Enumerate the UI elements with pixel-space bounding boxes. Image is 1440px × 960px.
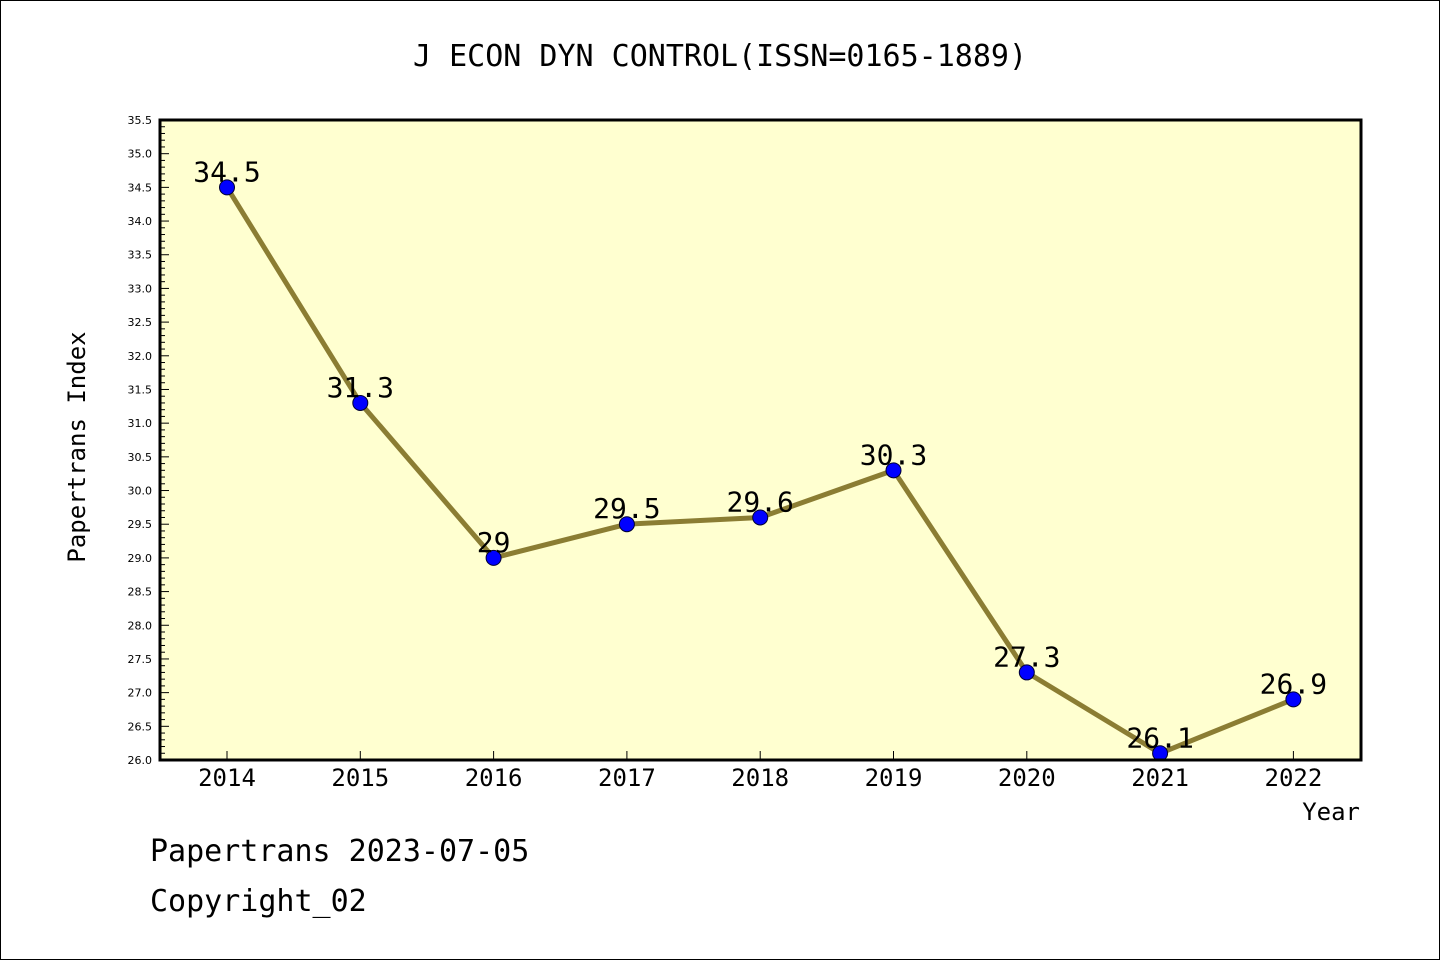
- data-label: 34.5: [193, 155, 260, 188]
- x-tick-label: 2020: [998, 764, 1056, 792]
- footer-date: Papertrans 2023-07-05: [150, 834, 530, 869]
- plot-border: [158, 118, 1363, 762]
- data-label: 29.5: [593, 492, 660, 525]
- y-tick-label: 32.0: [128, 350, 153, 363]
- data-point: [352, 394, 369, 411]
- y-tick-label: 28.5: [128, 586, 153, 599]
- data-label: 31.3: [327, 371, 394, 404]
- y-tick-label: 28.0: [128, 619, 153, 632]
- y-tick-label: 29.0: [128, 552, 153, 565]
- y-axis-label: Papertrans Index: [63, 331, 91, 562]
- y-tick-label: 31.5: [128, 383, 153, 396]
- data-point: [485, 549, 502, 566]
- x-tick-label: 2015: [331, 764, 389, 792]
- data-point: [885, 462, 902, 479]
- y-tick-label: 26.0: [128, 754, 153, 767]
- y-tick-label: 27.5: [128, 653, 153, 666]
- data-point: [618, 516, 635, 533]
- chart-title: J ECON DYN CONTROL(ISSN=0165-1889): [413, 39, 1027, 74]
- x-tick-label: 2019: [865, 764, 923, 792]
- y-tick-label: 34.0: [128, 215, 153, 228]
- plot-area: [160, 120, 1361, 760]
- x-tick-label: 2021: [1131, 764, 1189, 792]
- data-labels-group: 34.5 31.3 29 29.5 29.6 30.3 27.3 26.1 26.9: [193, 155, 1327, 754]
- y-tick-label: 32.5: [128, 316, 153, 329]
- data-point: [752, 509, 769, 526]
- y-axis: 26.0 26.5 27.0 27.5 28.0 28.5 29.0 29.5 30.0 30.5…: [128, 114, 169, 767]
- data-point: [219, 179, 235, 196]
- x-tick-label: 2017: [598, 764, 656, 792]
- y-tick-label: 35.5: [128, 114, 153, 127]
- y-tick-label: 30.0: [128, 485, 153, 498]
- x-tick-label: 2018: [731, 764, 789, 792]
- x-tick-label: 2022: [1265, 764, 1323, 792]
- series-markers-group: [219, 179, 1302, 762]
- data-point: [1018, 664, 1035, 681]
- x-tick-label: 2016: [465, 764, 523, 792]
- data-label: 26.9: [1260, 667, 1327, 700]
- x-axis-label: Year: [1302, 798, 1360, 826]
- data-label: 29: [477, 526, 511, 559]
- x-tick-label: 2014: [198, 764, 256, 792]
- data-label: 29.6: [726, 485, 793, 518]
- data-point: [1285, 691, 1302, 708]
- y-tick-label: 26.5: [128, 720, 153, 733]
- data-label: 26.1: [1126, 721, 1193, 754]
- y-tick-label: 35.0: [128, 148, 153, 161]
- y-tick-label: 27.0: [128, 687, 153, 700]
- y-tick-label: 33.0: [128, 282, 153, 295]
- footer-copyright: Copyright_02: [150, 884, 367, 919]
- y-tick-label: 31.0: [128, 417, 153, 430]
- y-tick-label: 30.5: [128, 451, 153, 464]
- y-tick-label: 34.5: [128, 181, 153, 194]
- y-tick-label: 29.5: [128, 518, 153, 531]
- y-tick-label: 33.5: [128, 249, 153, 262]
- data-label: 27.3: [993, 640, 1060, 673]
- data-label: 30.3: [860, 438, 927, 471]
